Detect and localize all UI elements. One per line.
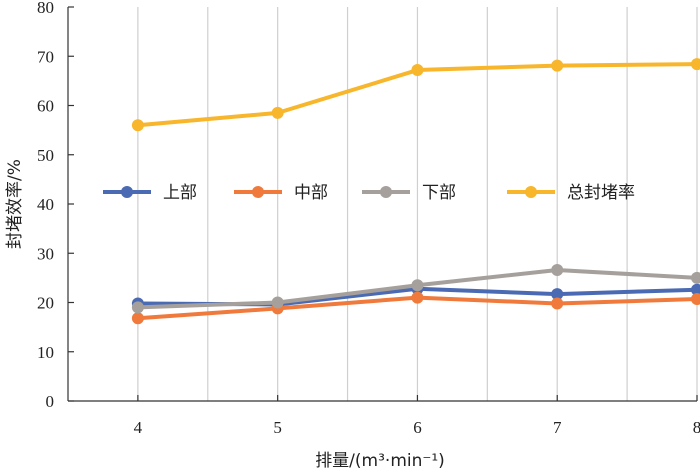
legend-swatch-marker xyxy=(525,186,537,198)
x-tick-label: 4 xyxy=(134,418,143,437)
legend-label: 中部 xyxy=(294,183,328,203)
series-4 xyxy=(131,58,700,132)
legend-item: 上部 xyxy=(103,183,197,203)
y-tick-labels: 0 10 20 30 40 50 60 70 80 xyxy=(37,0,54,411)
data-point xyxy=(411,64,424,77)
legend-label: 上部 xyxy=(163,183,197,203)
data-point xyxy=(411,291,424,304)
series-2 xyxy=(131,291,700,325)
y-tick-label: 60 xyxy=(37,97,54,116)
y-tick-label: 80 xyxy=(37,0,54,17)
data-point xyxy=(691,271,700,284)
axes xyxy=(67,6,698,402)
x-tick-label: 5 xyxy=(273,418,282,437)
data-point xyxy=(691,293,700,306)
legend-item: 总封堵率 xyxy=(507,183,635,203)
y-tick-label: 70 xyxy=(37,47,54,66)
y-tick-label: 20 xyxy=(37,294,54,313)
y-tick-label: 50 xyxy=(37,146,54,165)
x-tick-labels: 4 5 6 7 8 xyxy=(134,418,700,437)
x-tick-label: 8 xyxy=(693,418,700,437)
data-point xyxy=(691,283,700,296)
legend-item: 中部 xyxy=(234,183,328,203)
data-point xyxy=(551,288,564,301)
data-point xyxy=(551,263,564,276)
y-tick-label: 10 xyxy=(37,343,54,362)
y-axis-title: 封堵效率/% xyxy=(5,159,25,249)
x-tick-label: 6 xyxy=(413,418,422,437)
data-point xyxy=(691,58,700,71)
legend-swatch-marker xyxy=(121,186,133,198)
x-axis-title: 排量/(m³·min⁻¹) xyxy=(315,451,445,471)
data-point xyxy=(271,106,284,119)
y-tick-label: 30 xyxy=(37,244,54,263)
legend-label: 下部 xyxy=(422,183,456,203)
data-point xyxy=(131,312,144,325)
series-group xyxy=(131,58,700,325)
legend-item: 下部 xyxy=(362,183,456,203)
x-tick-label: 7 xyxy=(553,418,562,437)
data-point xyxy=(131,301,144,314)
data-point xyxy=(551,59,564,72)
legend-swatch-marker xyxy=(252,186,264,198)
series-3 xyxy=(131,263,700,314)
legend: 上部 中部 下部 总封堵率 xyxy=(103,183,635,203)
data-point xyxy=(271,296,284,309)
y-tick-label: 0 xyxy=(46,392,55,411)
legend-label: 总封堵率 xyxy=(567,183,635,203)
y-tick-label: 40 xyxy=(37,195,54,214)
data-point xyxy=(411,279,424,292)
data-point xyxy=(551,297,564,310)
legend-swatch-marker xyxy=(380,186,392,198)
data-point xyxy=(131,119,144,132)
